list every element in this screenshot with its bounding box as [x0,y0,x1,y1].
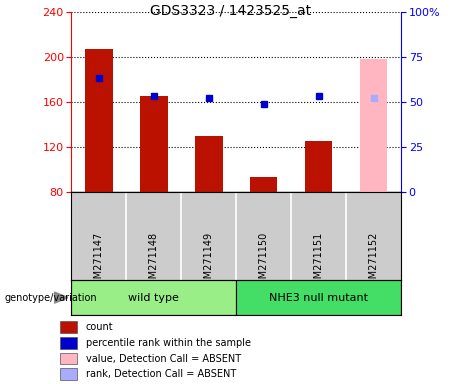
Bar [360,59,387,192]
Text: GSM271149: GSM271149 [204,232,214,291]
Bar [59,337,77,349]
Polygon shape [54,292,68,303]
Text: GSM271150: GSM271150 [259,232,269,291]
Text: percentile rank within the sample: percentile rank within the sample [86,338,251,348]
Text: wild type: wild type [129,293,179,303]
Text: NHE3 null mutant: NHE3 null mutant [269,293,368,303]
Text: GSM271147: GSM271147 [94,232,104,291]
Text: GSM271152: GSM271152 [369,232,378,291]
Bar [59,321,77,333]
Bar [71,280,236,315]
Bar [195,136,223,192]
Bar [59,353,77,364]
Text: GSM271148: GSM271148 [149,232,159,291]
Bar [59,368,77,380]
Bar [85,49,112,192]
Text: rank, Detection Call = ABSENT: rank, Detection Call = ABSENT [86,369,236,379]
Bar [250,177,278,192]
Text: value, Detection Call = ABSENT: value, Detection Call = ABSENT [86,354,241,364]
Text: GSM271151: GSM271151 [313,232,324,291]
Bar [236,280,401,315]
Text: count: count [86,322,113,332]
Text: GDS3323 / 1423525_at: GDS3323 / 1423525_at [150,4,311,18]
Bar [305,141,332,192]
Bar [140,96,168,192]
Text: genotype/variation: genotype/variation [5,293,97,303]
